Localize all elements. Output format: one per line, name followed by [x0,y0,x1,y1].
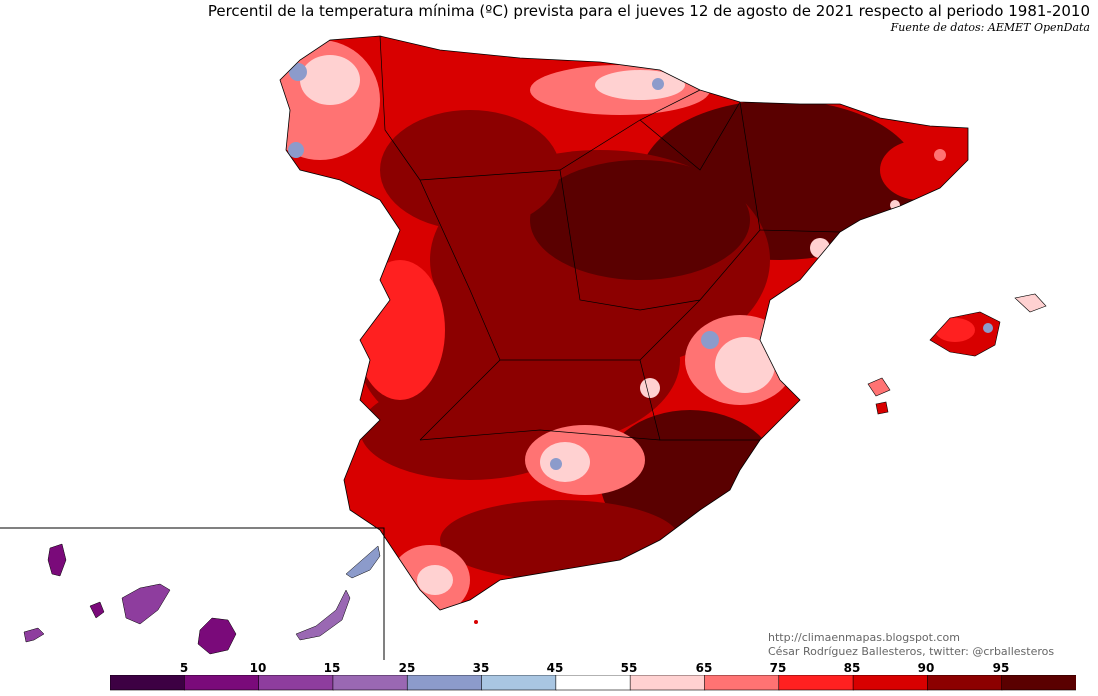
colorbar-swatch [332,675,409,691]
colorbar-swatch [852,675,929,691]
author-credit: César Rodríguez Ballesteros, twitter: @c… [768,645,1055,658]
colorbar-label: 15 [323,661,341,675]
peninsula [279,35,969,611]
colorbar-label: 45 [546,661,564,675]
colorbar-swatch [184,675,260,691]
baleares [867,293,1047,415]
colorbar-label: 95 [992,661,1010,675]
colorbar-swatch [555,675,631,691]
colorbar-swatch [778,675,854,691]
colorbar-swatch [258,675,334,691]
colorbar-swatch [704,675,780,691]
blog-link[interactable]: http://climaenmapas.blogspot.com [768,631,960,644]
credits: http://climaenmapas.blogspot.com César R… [768,631,1054,659]
colorbar-label: 5 [179,661,189,675]
canarias-inset [0,527,385,660]
colorbar-swatch [110,675,186,691]
colorbar-label: 35 [472,661,490,675]
colorbar [110,675,1076,691]
colorbar-swatch [406,675,483,691]
colorbar-label: 85 [843,661,861,675]
colorbar-label: 10 [249,661,267,675]
colorbar-swatch [629,675,706,691]
colorbar-label: 75 [769,661,787,675]
colorbar-label: 90 [917,661,935,675]
spain-percentile-map [0,35,1047,660]
map-title: Percentil de la temperatura mínima (ºC) … [207,2,1090,20]
data-source: Fuente de datos: AEMET OpenData [890,21,1090,34]
colorbar-label: 55 [620,661,638,675]
colorbar-swatch [927,675,1003,691]
colorbar-labels: 5 10 15 25 35 45 55 65 75 85 90 95 [0,661,1098,675]
colorbar-label: 25 [398,661,416,675]
colorbar-swatch [1001,675,1076,691]
ceuta [474,620,478,624]
colorbar-swatch [481,675,557,691]
colorbar-label: 65 [695,661,713,675]
